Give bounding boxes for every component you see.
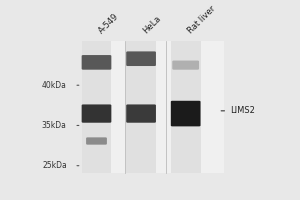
Bar [171, 41, 200, 173]
FancyBboxPatch shape [126, 104, 156, 123]
Text: 25kDa: 25kDa [42, 161, 67, 170]
Text: A-549: A-549 [97, 12, 120, 36]
FancyBboxPatch shape [86, 137, 107, 145]
Text: Rat liver: Rat liver [186, 5, 217, 36]
FancyBboxPatch shape [172, 61, 199, 70]
FancyBboxPatch shape [126, 51, 156, 66]
Text: HeLa: HeLa [141, 14, 163, 36]
FancyBboxPatch shape [82, 104, 111, 123]
FancyBboxPatch shape [82, 55, 111, 70]
Text: LIMS2: LIMS2 [230, 106, 255, 115]
Bar [82, 41, 224, 173]
Text: 35kDa: 35kDa [42, 121, 67, 130]
Text: 40kDa: 40kDa [42, 81, 67, 90]
FancyBboxPatch shape [171, 101, 200, 126]
Bar [82, 41, 111, 173]
Bar [126, 41, 156, 173]
